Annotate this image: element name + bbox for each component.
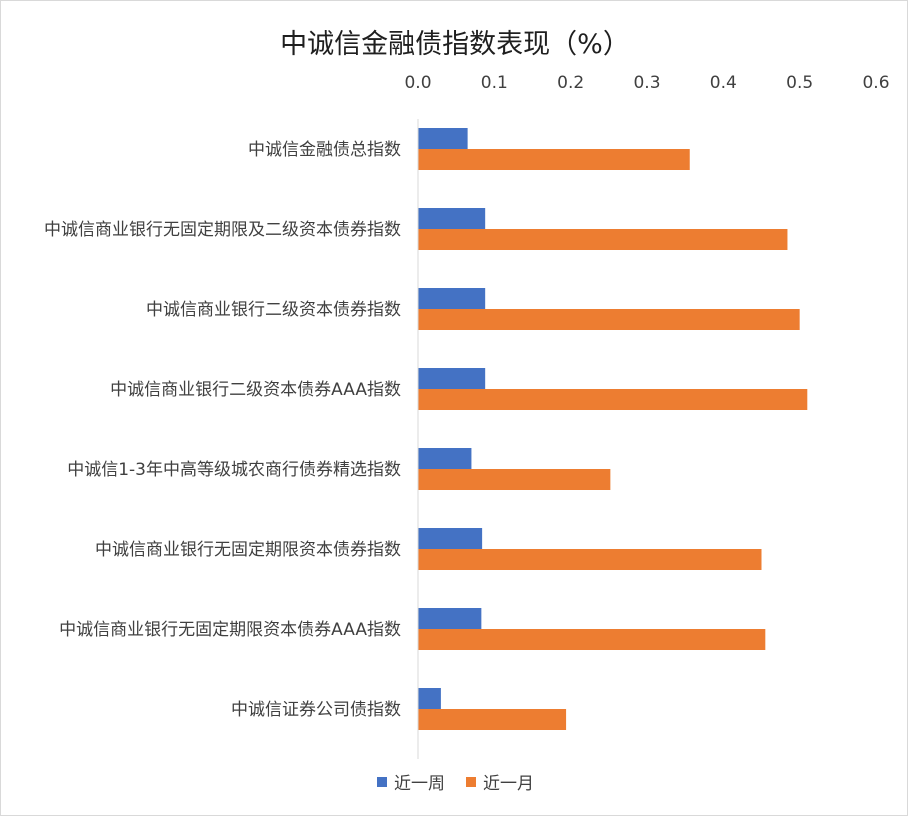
category-label: 中诚信商业银行无固定期限资本债券指数 [95,540,401,560]
bar-month [418,149,690,170]
x-tick-label: 0.2 [557,73,584,93]
x-tick-label: 0.6 [862,73,889,93]
x-tick-label: 0.5 [786,73,813,93]
bar-month [418,229,788,250]
bar-month [418,549,762,570]
bar-week [418,368,486,389]
x-tick-label: 0.0 [404,73,431,93]
legend-label: 近一周 [394,774,445,794]
category-label: 中诚信商业银行二级资本债券AAA指数 [110,380,401,400]
bar-month [418,709,567,730]
bar-month [418,629,766,650]
bars [418,128,808,730]
legend-swatch [377,777,387,787]
bar-month [418,389,808,410]
bar-week [418,528,483,549]
legend-label: 近一月 [483,774,534,794]
category-label: 中诚信商业银行无固定期限及二级资本债券指数 [44,220,401,240]
legend: 近一周 近一月 [377,774,534,794]
bar-week [418,448,472,469]
bar-week [418,128,468,149]
category-label: 中诚信1-3年中高等级城农商行债券精选指数 [67,460,401,480]
bar-week [418,688,441,709]
bar-week [418,288,486,309]
chart-title: 中诚信金融债指数表现（%） [280,29,630,60]
category-label: 中诚信证券公司债指数 [231,700,401,720]
bar-month [418,469,611,490]
category-label: 中诚信商业银行无固定期限资本债券AAA指数 [59,620,401,640]
x-tick-label: 0.1 [481,73,508,93]
x-tick-label: 0.4 [710,73,737,93]
bar-week [418,208,486,229]
category-label: 中诚信金融债总指数 [248,140,401,160]
category-labels: 中诚信金融债总指数中诚信商业银行无固定期限及二级资本债券指数中诚信商业银行二级资… [44,140,401,720]
x-tick-label: 0.3 [633,73,660,93]
legend-swatch [466,777,476,787]
bar-week [418,608,482,629]
bar-month [418,309,800,330]
category-label: 中诚信商业银行二级资本债券指数 [146,300,401,320]
x-axis-ticks: 0.0 0.1 0.2 0.3 0.4 0.5 0.6 [404,73,889,93]
